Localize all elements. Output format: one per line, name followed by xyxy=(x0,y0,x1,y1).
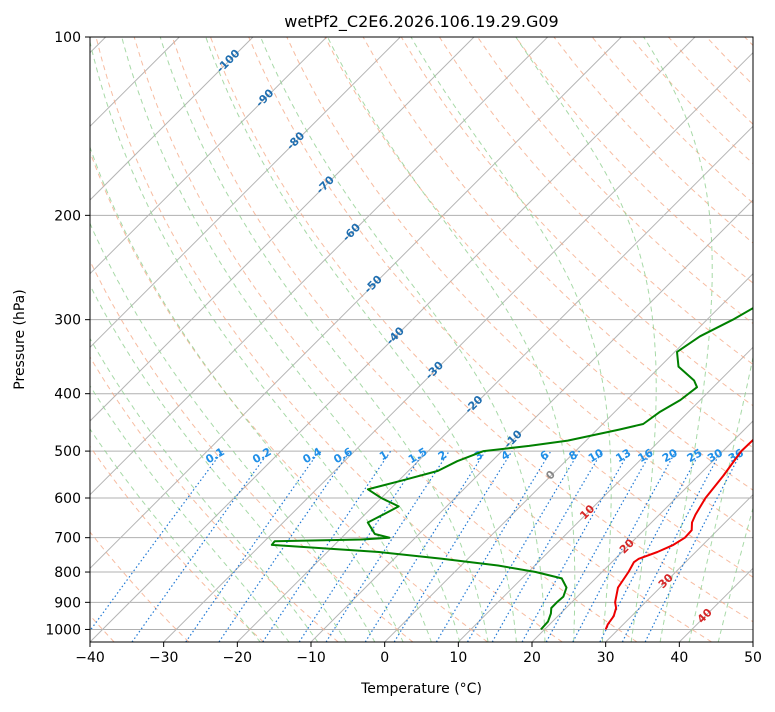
x-tick-label: −40 xyxy=(75,650,105,666)
y-tick-label: 700 xyxy=(54,531,81,547)
y-tick-label: 1000 xyxy=(45,622,81,638)
x-tick-label: 10 xyxy=(449,650,467,666)
x-tick-label: −20 xyxy=(223,650,253,666)
x-tick-label: −10 xyxy=(296,650,326,666)
y-tick-label: 300 xyxy=(54,313,81,329)
y-tick-label: 500 xyxy=(54,444,81,460)
x-tick-label: −30 xyxy=(149,650,179,666)
x-axis-label: Temperature (°C) xyxy=(360,681,482,697)
x-tick-label: 30 xyxy=(597,650,615,666)
chart-title: wetPf2_C2E6.2026.106.19.29.G09 xyxy=(284,12,558,32)
x-tick-label: 50 xyxy=(744,650,762,666)
y-axis-label: Pressure (hPa) xyxy=(12,289,28,389)
y-tick-label: 600 xyxy=(54,491,81,507)
x-tick-label: 0 xyxy=(380,650,389,666)
y-tick-label: 200 xyxy=(54,208,81,224)
y-tick-label: 900 xyxy=(54,595,81,611)
y-tick-label: 400 xyxy=(54,387,81,403)
y-tick-label: 800 xyxy=(54,565,81,581)
x-tick-label: 40 xyxy=(670,650,688,666)
y-tick-label: 100 xyxy=(54,30,81,46)
x-tick-label: 20 xyxy=(523,650,541,666)
